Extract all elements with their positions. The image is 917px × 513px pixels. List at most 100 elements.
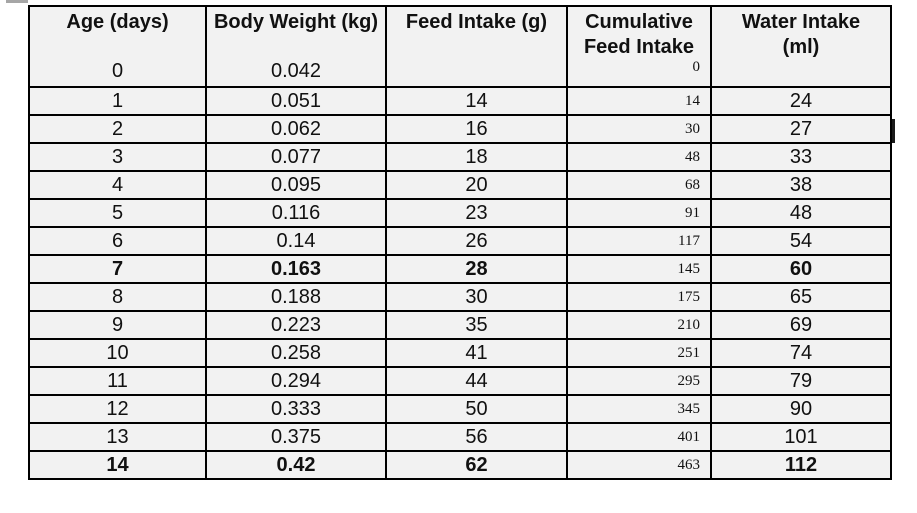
cell-age: 6 <box>28 226 207 256</box>
cell-feed-intake: 26 <box>385 226 568 256</box>
table-row: 13 0.375 56 401 101 <box>28 422 892 452</box>
cell-feed-intake: 30 <box>385 282 568 312</box>
cell-age-day0: 0 <box>111 60 124 82</box>
cell-body-weight: 0.077 <box>205 142 387 172</box>
cell-age: 4 <box>28 170 207 200</box>
cell-feed-intake: 41 <box>385 338 568 368</box>
column-header-feed-intake: Feed Intake (g) <box>405 11 548 33</box>
cell-age: 7 <box>28 254 207 284</box>
cell-body-weight: 0.42 <box>205 450 387 480</box>
column-header-cumulative-feed: Cumulative Feed Intake <box>583 11 695 58</box>
table-row: 14 0.42 62 463 112 <box>28 450 892 480</box>
table-row: 2 0.062 16 30 27 <box>28 114 892 144</box>
table-row: 12 0.333 50 345 90 <box>28 394 892 424</box>
cell-cumulative-feed: 251 <box>566 338 712 368</box>
cell-feed-intake: 44 <box>385 366 568 396</box>
cell-body-weight: 0.375 <box>205 422 387 452</box>
cell-cumulative-feed: 14 <box>566 86 712 116</box>
table-row: 10 0.258 41 251 74 <box>28 338 892 368</box>
cell-body-weight: 0.333 <box>205 394 387 424</box>
table-row: 5 0.116 23 91 48 <box>28 198 892 228</box>
cell-cumulative-feed: 175 <box>566 282 712 312</box>
cell-body-weight: 0.294 <box>205 366 387 396</box>
cell-cumulative-feed: 145 <box>566 254 712 284</box>
cell-water-intake: 60 <box>710 254 892 284</box>
cell-age: 9 <box>28 310 207 340</box>
cell-water-intake: 65 <box>710 282 892 312</box>
cell-age: 2 <box>28 114 207 144</box>
broiler-growth-table: Age (days) 0 Body Weight (kg) 0.042 Feed… <box>28 5 892 480</box>
cell-body-weight: 0.062 <box>205 114 387 144</box>
cell-body-weight: 0.14 <box>205 226 387 256</box>
cell-water-intake: 48 <box>710 198 892 228</box>
cell-cumulative-feed-day0: 0 <box>692 59 701 75</box>
cell-cumulative-feed: 117 <box>566 226 712 256</box>
cell-water-intake: 38 <box>710 170 892 200</box>
cell-feed-intake: 50 <box>385 394 568 424</box>
cell-feed-intake: 62 <box>385 450 568 480</box>
table-row: 9 0.223 35 210 69 <box>28 310 892 340</box>
cell-cumulative-feed: 91 <box>566 198 712 228</box>
header-cell-feed-intake: Feed Intake (g) <box>385 5 568 88</box>
cell-body-weight: 0.163 <box>205 254 387 284</box>
cell-body-weight: 0.258 <box>205 338 387 368</box>
cell-water-intake: 24 <box>710 86 892 116</box>
cell-water-intake: 79 <box>710 366 892 396</box>
cell-cumulative-feed: 210 <box>566 310 712 340</box>
cell-feed-intake: 23 <box>385 198 568 228</box>
cell-body-weight: 0.223 <box>205 310 387 340</box>
column-header-water-intake: Water Intake (ml) <box>741 11 861 58</box>
cell-cumulative-feed: 295 <box>566 366 712 396</box>
cell-cumulative-feed: 463 <box>566 450 712 480</box>
table-row: 11 0.294 44 295 79 <box>28 366 892 396</box>
cell-cumulative-feed: 30 <box>566 114 712 144</box>
cell-age: 3 <box>28 142 207 172</box>
cell-body-weight: 0.095 <box>205 170 387 200</box>
table-row: 1 0.051 14 14 24 <box>28 86 892 116</box>
cell-water-intake: 27 <box>710 114 892 144</box>
cell-feed-intake: 35 <box>385 310 568 340</box>
cell-cumulative-feed: 345 <box>566 394 712 424</box>
cell-body-weight: 0.188 <box>205 282 387 312</box>
cell-age: 14 <box>28 450 207 480</box>
header-cell-cumulative-feed: Cumulative Feed Intake 0 <box>566 5 712 88</box>
cell-water-intake: 33 <box>710 142 892 172</box>
cell-age: 12 <box>28 394 207 424</box>
cell-body-weight-day0: 0.042 <box>270 60 322 82</box>
cell-age: 1 <box>28 86 207 116</box>
cell-cumulative-feed: 48 <box>566 142 712 172</box>
table-row: 3 0.077 18 48 33 <box>28 142 892 172</box>
column-header-body-weight: Body Weight (kg) <box>213 11 379 33</box>
cell-water-intake: 74 <box>710 338 892 368</box>
cell-water-intake: 90 <box>710 394 892 424</box>
table-row: 8 0.188 30 175 65 <box>28 282 892 312</box>
text-cursor[interactable] <box>892 119 895 143</box>
cell-feed-intake: 56 <box>385 422 568 452</box>
cell-age: 13 <box>28 422 207 452</box>
cell-feed-intake: 18 <box>385 142 568 172</box>
cell-body-weight: 0.051 <box>205 86 387 116</box>
cell-water-intake: 54 <box>710 226 892 256</box>
cell-age: 5 <box>28 198 207 228</box>
header-cell-body-weight: Body Weight (kg) 0.042 <box>205 5 387 88</box>
cell-feed-intake: 16 <box>385 114 568 144</box>
cell-water-intake: 101 <box>710 422 892 452</box>
table-row: 7 0.163 28 145 60 <box>28 254 892 284</box>
cell-age: 10 <box>28 338 207 368</box>
cell-cumulative-feed: 401 <box>566 422 712 452</box>
table-header-row: Age (days) 0 Body Weight (kg) 0.042 Feed… <box>28 5 892 88</box>
cell-feed-intake: 28 <box>385 254 568 284</box>
cell-age: 11 <box>28 366 207 396</box>
header-cell-water-intake: Water Intake (ml) <box>710 5 892 88</box>
cell-water-intake: 112 <box>710 450 892 480</box>
table-row: 4 0.095 20 68 38 <box>28 170 892 200</box>
cell-cumulative-feed: 68 <box>566 170 712 200</box>
cell-water-intake: 69 <box>710 310 892 340</box>
cell-age: 8 <box>28 282 207 312</box>
column-header-age: Age (days) <box>66 11 169 33</box>
cell-feed-intake: 20 <box>385 170 568 200</box>
header-cell-age: Age (days) 0 <box>28 5 207 88</box>
cell-feed-intake: 14 <box>385 86 568 116</box>
cell-body-weight: 0.116 <box>205 198 387 228</box>
